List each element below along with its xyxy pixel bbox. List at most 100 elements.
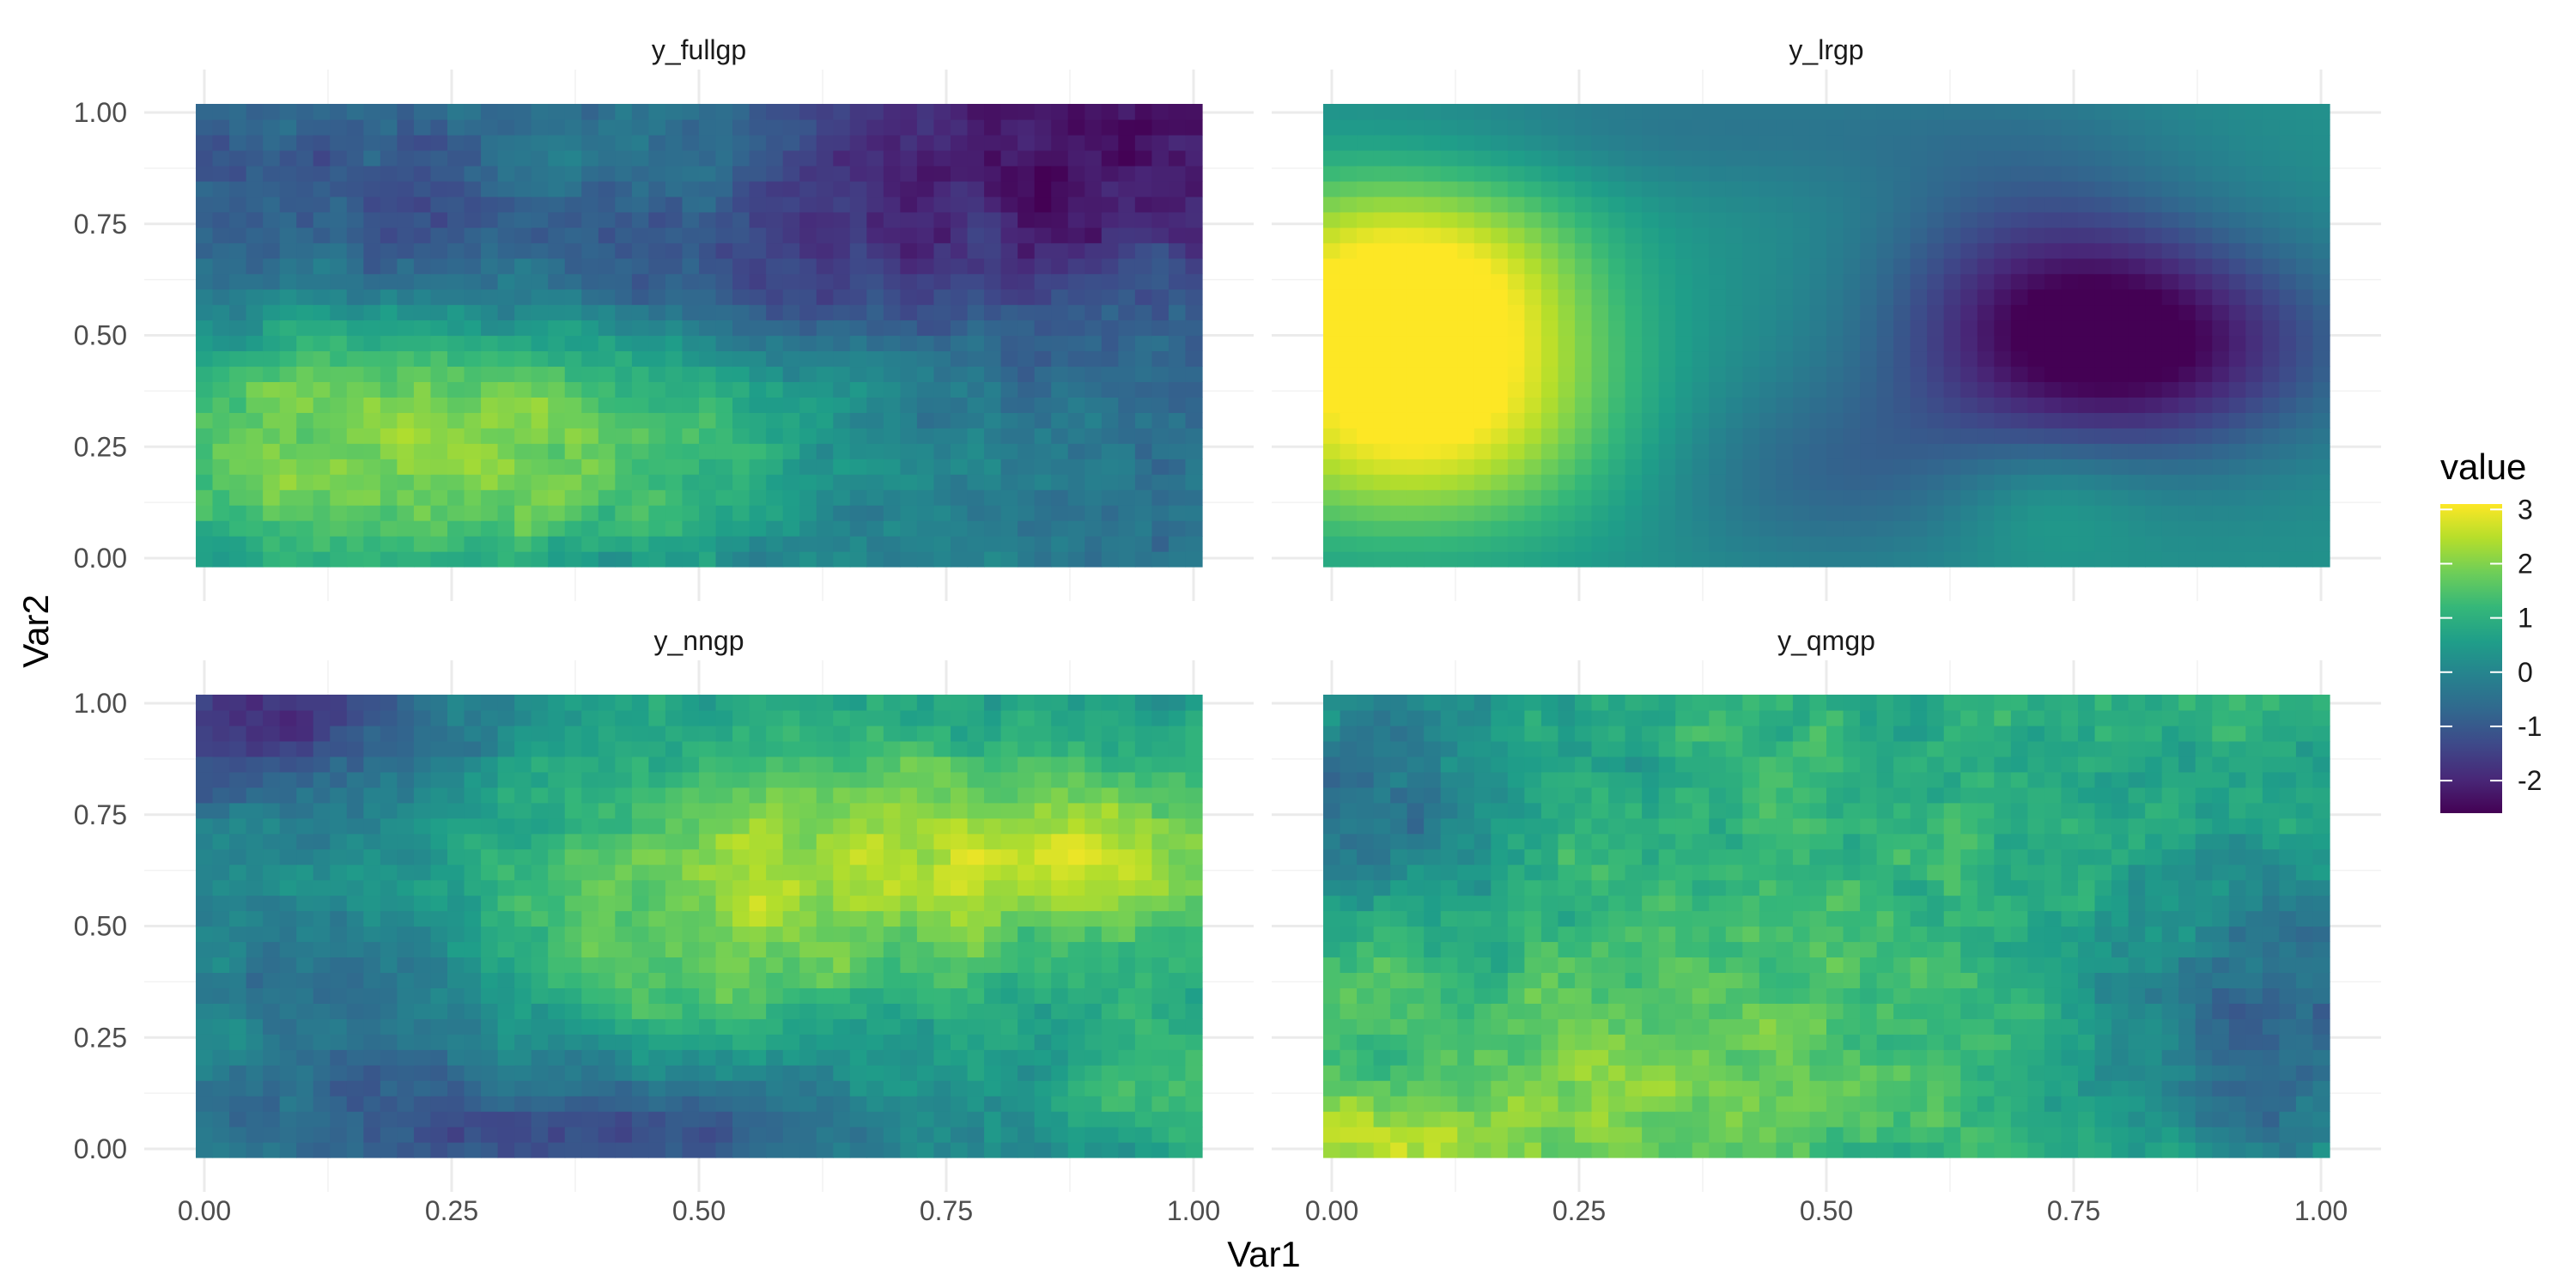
heatmap-cell (2295, 289, 2314, 306)
heatmap-cell (916, 1080, 935, 1097)
heatmap-cell (883, 1111, 901, 1127)
heatmap-cell (497, 1065, 515, 1081)
heatmap-cell (1742, 211, 1760, 228)
heatmap-cell (413, 196, 432, 213)
heatmap-cell (1118, 118, 1136, 136)
heatmap-cell (665, 273, 683, 290)
heatmap-cell (933, 258, 951, 275)
heatmap-cell (397, 1065, 415, 1081)
heatmap-cell (1018, 335, 1036, 352)
heatmap-cell (413, 397, 432, 413)
heatmap-cell (1067, 474, 1085, 490)
heatmap-cell (2027, 350, 2045, 368)
heatmap-cell (1424, 520, 1442, 537)
heatmap-cell (1507, 242, 1525, 259)
heatmap-cell (1692, 520, 1710, 537)
heatmap-cell (1776, 104, 1794, 120)
heatmap-cell (246, 211, 264, 228)
heatmap-cell (2094, 412, 2112, 428)
heatmap-cell (2245, 443, 2263, 459)
heatmap-cell (1101, 941, 1119, 958)
heatmap-cell (2078, 505, 2096, 521)
heatmap-cell (581, 258, 599, 275)
heatmap-cell (1151, 551, 1170, 568)
heatmap-cell (1860, 196, 1878, 213)
heatmap-cell (1118, 941, 1136, 958)
heatmap-cell (866, 1096, 884, 1112)
heatmap-cell (1473, 505, 1492, 521)
heatmap-cell (346, 227, 364, 244)
heatmap-cell (196, 520, 214, 537)
heatmap-cell (1357, 350, 1375, 368)
heatmap-cell (2195, 520, 2213, 537)
heatmap-cell (833, 304, 851, 321)
heatmap-cell (481, 1034, 499, 1050)
heatmap-cell (346, 1142, 364, 1158)
heatmap-cell (296, 366, 314, 382)
heatmap-cell (2111, 505, 2129, 521)
heatmap-cell (1943, 397, 1961, 413)
heatmap-cell (1067, 817, 1085, 835)
heatmap-cell (1608, 489, 1626, 506)
heatmap-cell (1034, 1111, 1052, 1127)
heatmap-cell (799, 972, 817, 988)
heatmap-cell (648, 536, 666, 552)
heatmap-cell (682, 104, 700, 120)
heatmap-cell (699, 149, 717, 167)
heatmap-cell (1558, 319, 1576, 337)
heatmap-cell (447, 941, 465, 958)
heatmap-cell (933, 1034, 951, 1050)
heatmap-cell (1558, 366, 1576, 382)
heatmap-cell (246, 941, 264, 958)
heatmap-cell (1591, 536, 1609, 552)
heatmap-cell (2212, 319, 2230, 337)
heatmap-cell (849, 1003, 867, 1019)
heatmap-cell (1826, 118, 1844, 136)
heatmap-cell (1134, 196, 1152, 213)
heatmap-cell (699, 551, 717, 568)
heatmap-cell (2195, 273, 2213, 290)
heatmap-cell (1826, 412, 1844, 428)
heatmap-cell (1742, 474, 1760, 490)
heatmap-cell (1642, 520, 1660, 537)
heatmap-cell (682, 118, 700, 136)
heatmap-cell (2027, 134, 2045, 151)
heatmap-cell (531, 335, 549, 352)
heatmap-cell (1357, 211, 1375, 228)
heatmap-cell (715, 957, 733, 973)
heatmap-cell (1591, 165, 1609, 182)
heatmap-cell (782, 926, 800, 943)
heatmap-cell (1826, 551, 1844, 568)
heatmap-cell (229, 987, 247, 1004)
heatmap-cell (1168, 180, 1187, 197)
heatmap-cell (866, 304, 884, 321)
heatmap-cell (229, 412, 247, 428)
heatmap-cell (397, 505, 415, 521)
heatmap-cell (715, 1049, 733, 1066)
heatmap-cell (1642, 366, 1660, 382)
heatmap-cell (1759, 381, 1777, 398)
heatmap-cell (2094, 428, 2112, 444)
heatmap-cell (1792, 196, 1811, 213)
heatmap-cell (2228, 227, 2246, 244)
heatmap-cell (313, 1142, 331, 1158)
heatmap-cell (313, 520, 331, 537)
heatmap-cell (447, 489, 465, 506)
heatmap-cell (413, 987, 432, 1004)
heatmap-cell (1658, 366, 1676, 382)
heatmap-cell (816, 397, 834, 413)
heatmap-cell (564, 273, 582, 290)
heatmap-cell (799, 1034, 817, 1050)
heatmap-cell (1524, 520, 1542, 537)
heatmap-cell (715, 895, 733, 912)
heatmap-cell (1168, 536, 1187, 552)
heatmap-cell (1943, 381, 1961, 398)
heatmap-cell (2044, 289, 2063, 306)
heatmap-cell (866, 972, 884, 988)
heatmap-cell (229, 242, 247, 259)
heatmap-cell (363, 536, 381, 552)
heatmap-cell (933, 1049, 951, 1066)
heatmap-cell (1843, 520, 1861, 537)
heatmap-cell (1826, 242, 1844, 259)
heatmap-cell (2094, 520, 2112, 537)
